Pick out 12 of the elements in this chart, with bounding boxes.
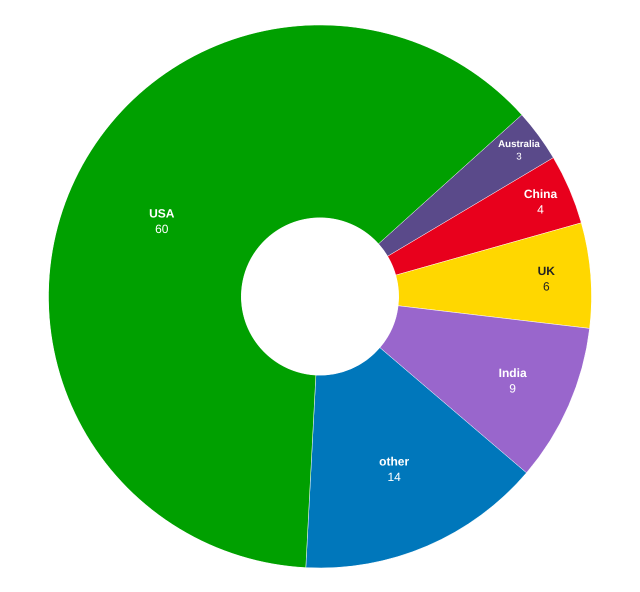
data-label: 9 xyxy=(509,382,516,396)
slice-label: other xyxy=(379,454,410,469)
slice-label: UK xyxy=(538,264,556,278)
slice-label: China xyxy=(524,186,558,201)
slice-label: India xyxy=(498,366,527,380)
data-label: 6 xyxy=(542,279,550,294)
slice-label: Australia xyxy=(498,138,540,150)
data-label: 3 xyxy=(516,151,522,162)
data-label: 14 xyxy=(387,470,402,484)
data-label: 60 xyxy=(155,222,169,236)
data-label: 4 xyxy=(537,202,544,216)
slice-label: USA xyxy=(149,206,175,220)
